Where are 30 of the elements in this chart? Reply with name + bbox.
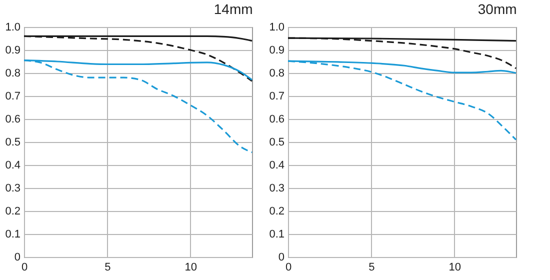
y-tick-label: 0.6 [5,114,20,126]
y-tick-label: 0.7 [5,90,20,102]
y-tick-label: 0.9 [5,44,20,56]
y-tick-label: 0.8 [5,68,20,80]
x-tick-label: 10 [184,262,198,274]
chart-title: 14mm [214,1,253,17]
y-tick-label: 0.5 [269,136,284,148]
x-tick-label: 10 [448,262,462,274]
y-tick-label: 1.0 [5,22,20,34]
y-tick-label: 0 [278,252,284,264]
y-tick-label: 0.6 [269,114,284,126]
y-tick-label: 0.2 [5,206,20,218]
y-tick-label: 0.4 [5,160,20,172]
x-tick-label: 0 [285,262,292,274]
y-tick-label: 0.5 [5,136,20,148]
x-tick-label: 5 [104,262,111,274]
y-tick-label: 0.2 [269,206,284,218]
x-tick-label: 5 [368,262,375,274]
y-tick-label: 1.0 [269,22,284,34]
y-tick-label: 0 [14,252,20,264]
y-tick-label: 0.1 [5,228,20,240]
y-tick-label: 0.8 [269,68,284,80]
y-tick-label: 0.3 [269,182,284,194]
y-tick-label: 0.4 [269,160,284,172]
y-tick-label: 0.3 [5,182,20,194]
x-tick-label: 0 [21,262,28,274]
chart-title: 30mm [478,1,517,17]
y-tick-label: 0.9 [269,44,284,56]
y-tick-label: 0.7 [269,90,284,102]
y-tick-label: 0.1 [269,228,284,240]
